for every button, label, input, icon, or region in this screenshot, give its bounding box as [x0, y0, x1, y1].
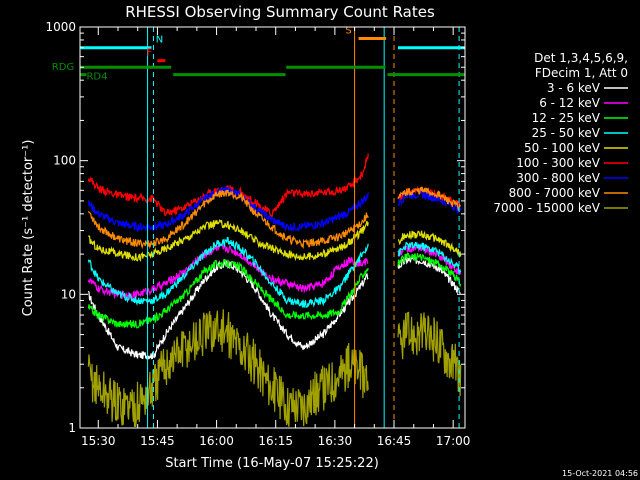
series-line-2-seg-0: [87, 258, 369, 329]
footer-timestamp: 15-Oct-2021 04:56: [562, 469, 638, 478]
x-tick-label: 15:45: [140, 434, 175, 448]
series-line-7-seg-0: [87, 189, 369, 250]
series-line-7-seg-1: [397, 186, 462, 211]
x-axis-ticks: 15:30 15:45 16:00 16:15 16:30 16:45 17:00: [81, 27, 470, 448]
legend-entry-label: 12 - 25 keV: [532, 111, 601, 125]
plot-frame: [79, 26, 466, 429]
series-line-2-seg-1: [397, 252, 462, 288]
series-line-8-seg-1: [397, 311, 462, 397]
y-axis-ticks: 1 10 100 1000: [45, 20, 465, 435]
series-line-0-seg-1: [397, 254, 461, 295]
series-line-3-seg-0: [87, 236, 369, 308]
legend-entry-label: 3 - 6 keV: [547, 81, 601, 95]
flag-label-s: S: [345, 26, 351, 37]
x-tick-label: 16:45: [377, 434, 412, 448]
flag-label-n: N: [156, 35, 163, 46]
x-tick-label: 16:15: [258, 434, 293, 448]
legend-entry-label: 50 - 100 keV: [524, 141, 601, 155]
x-tick-label: 16:00: [199, 434, 234, 448]
y-tick-label: 1000: [45, 20, 76, 34]
legend-entry-label: 100 - 300 keV: [516, 156, 600, 170]
flag-label-f: F: [147, 48, 153, 59]
x-tick-label: 16:30: [318, 434, 353, 448]
plot-axes: [79, 26, 466, 429]
legend-entry-label: 7000 - 15000 keV: [493, 201, 600, 215]
series-line-1-seg-0: [87, 244, 369, 301]
series-line-3-seg-1: [397, 241, 462, 274]
series-layer: [87, 153, 462, 427]
vertical-markers: [147, 27, 460, 428]
y-tick-label: 100: [53, 154, 76, 168]
legend-entry-label: 800 - 7000 keV: [509, 186, 601, 200]
flag-label-rd4: RD4: [86, 72, 107, 83]
y-tick-label: 1: [68, 421, 76, 435]
legend-header-line-1: Det 1,3,4,5,6,9,: [534, 51, 628, 65]
legend-header-line-2: FDecim 1, Att 0: [535, 66, 628, 80]
legend: Det 1,3,4,5,6,9, FDecim 1, Att 0 3 - 6 k…: [493, 51, 628, 215]
legend-entry-label: 300 - 800 keV: [516, 171, 600, 185]
y-axis-label: Count Rate (s⁻¹ detector⁻¹): [21, 140, 36, 317]
legend-entry-label: 6 - 12 keV: [539, 96, 601, 110]
legend-entry-label: 25 - 50 keV: [532, 126, 601, 140]
flag-label-rdg: RDG: [52, 62, 74, 73]
x-tick-label: 17:00: [436, 434, 471, 448]
flag-bars: NF S RDG RD4: [52, 26, 465, 83]
chart-title: RHESSI Observing Summary Count Rates: [125, 3, 435, 21]
series-line-4-seg-0: [87, 219, 369, 262]
series-line-4-seg-1: [398, 230, 462, 258]
y-tick-label: 10: [61, 287, 76, 301]
x-axis-label: Start Time (16-May-07 15:25:22): [165, 456, 379, 471]
x-tick-label: 15:30: [81, 434, 116, 448]
series-line-8-seg-0: [87, 309, 369, 427]
